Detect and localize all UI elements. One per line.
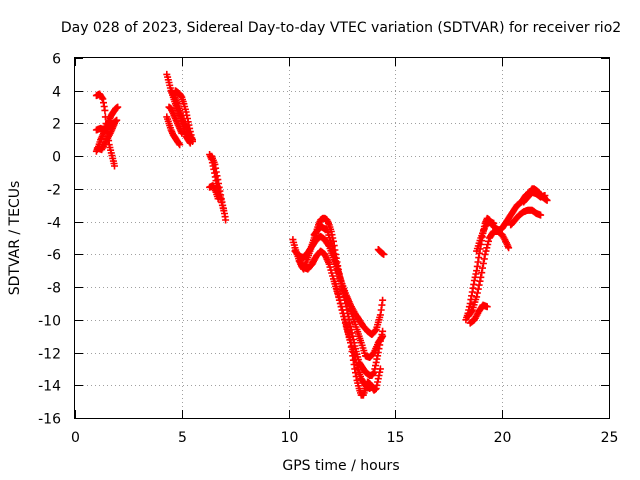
y-axis-ticks: -16 -14 -12 -10 -8 -6 -4 -2 0 2 4 6	[38, 52, 609, 428]
data-point	[336, 296, 344, 304]
data-point	[543, 196, 551, 204]
data-point	[189, 138, 196, 145]
data-point	[345, 332, 353, 340]
data-point	[351, 355, 359, 363]
data-point	[483, 303, 491, 311]
x-axis-ticks: 0 5 10 15 20 25	[71, 58, 618, 446]
y-tick-label: -8	[47, 281, 61, 297]
data-point	[479, 260, 487, 267]
data-point	[176, 141, 184, 149]
plot-frame	[74, 57, 610, 419]
data-point	[337, 300, 345, 307]
data-point	[541, 192, 549, 199]
data-point	[178, 129, 186, 137]
data-point	[480, 255, 488, 263]
data-point	[220, 205, 227, 212]
y-tick-label: -6	[47, 248, 61, 264]
y-tick-label: -16	[38, 412, 61, 428]
x-tick-label: 20	[494, 430, 512, 446]
data-point	[379, 332, 387, 340]
y-tick-label: -10	[38, 314, 61, 330]
data-point	[376, 365, 384, 373]
data-point	[346, 336, 354, 343]
data-point	[537, 211, 545, 219]
data-point	[366, 385, 374, 392]
data-point	[473, 289, 481, 297]
data-point	[380, 250, 388, 258]
data-point	[338, 306, 346, 314]
x-tick-label: 15	[387, 430, 405, 446]
x-tick-label: 25	[601, 430, 619, 446]
data-point	[350, 349, 357, 356]
data-point	[348, 342, 356, 350]
y-axis-label: SDTVAR / TECUs	[7, 181, 23, 296]
data-point	[483, 244, 491, 252]
data-point	[379, 296, 387, 304]
grid-lines	[75, 58, 609, 418]
y-tick-label: -4	[47, 216, 61, 232]
data-point	[327, 239, 335, 247]
y-tick-label: 0	[52, 150, 61, 166]
y-tick-label: 4	[52, 85, 61, 101]
chart-title: Day 028 of 2023, Sidereal Day-to-day VTE…	[61, 20, 621, 36]
data-point	[479, 264, 486, 272]
data-point	[222, 216, 230, 224]
x-axis-label: GPS time / hours	[282, 458, 399, 474]
x-tick-label: 0	[71, 430, 80, 446]
y-tick-label: -2	[47, 183, 61, 199]
data-point	[114, 103, 122, 111]
y-tick-label: -12	[38, 347, 61, 363]
data-point	[111, 162, 118, 170]
data-point	[344, 329, 352, 337]
y-tick-label: -14	[38, 379, 61, 395]
data-point	[339, 309, 347, 317]
y-tick-label: 2	[52, 117, 61, 133]
data-point	[376, 311, 384, 319]
data-point	[350, 352, 358, 360]
data-point	[505, 244, 513, 252]
data-point	[477, 273, 485, 281]
y-tick-label: 6	[52, 52, 61, 68]
data-point	[485, 237, 492, 245]
data-point	[331, 253, 339, 261]
data-point	[481, 250, 489, 258]
data-point	[111, 120, 118, 127]
x-tick-label: 5	[178, 430, 187, 446]
data-points	[92, 70, 551, 399]
data-point	[329, 246, 337, 254]
data-point	[352, 358, 360, 366]
data-point	[330, 250, 338, 258]
data-point	[474, 285, 482, 293]
x-tick-label: 10	[281, 430, 299, 446]
data-point	[490, 219, 498, 227]
data-point	[475, 281, 483, 289]
data-point	[101, 106, 109, 114]
